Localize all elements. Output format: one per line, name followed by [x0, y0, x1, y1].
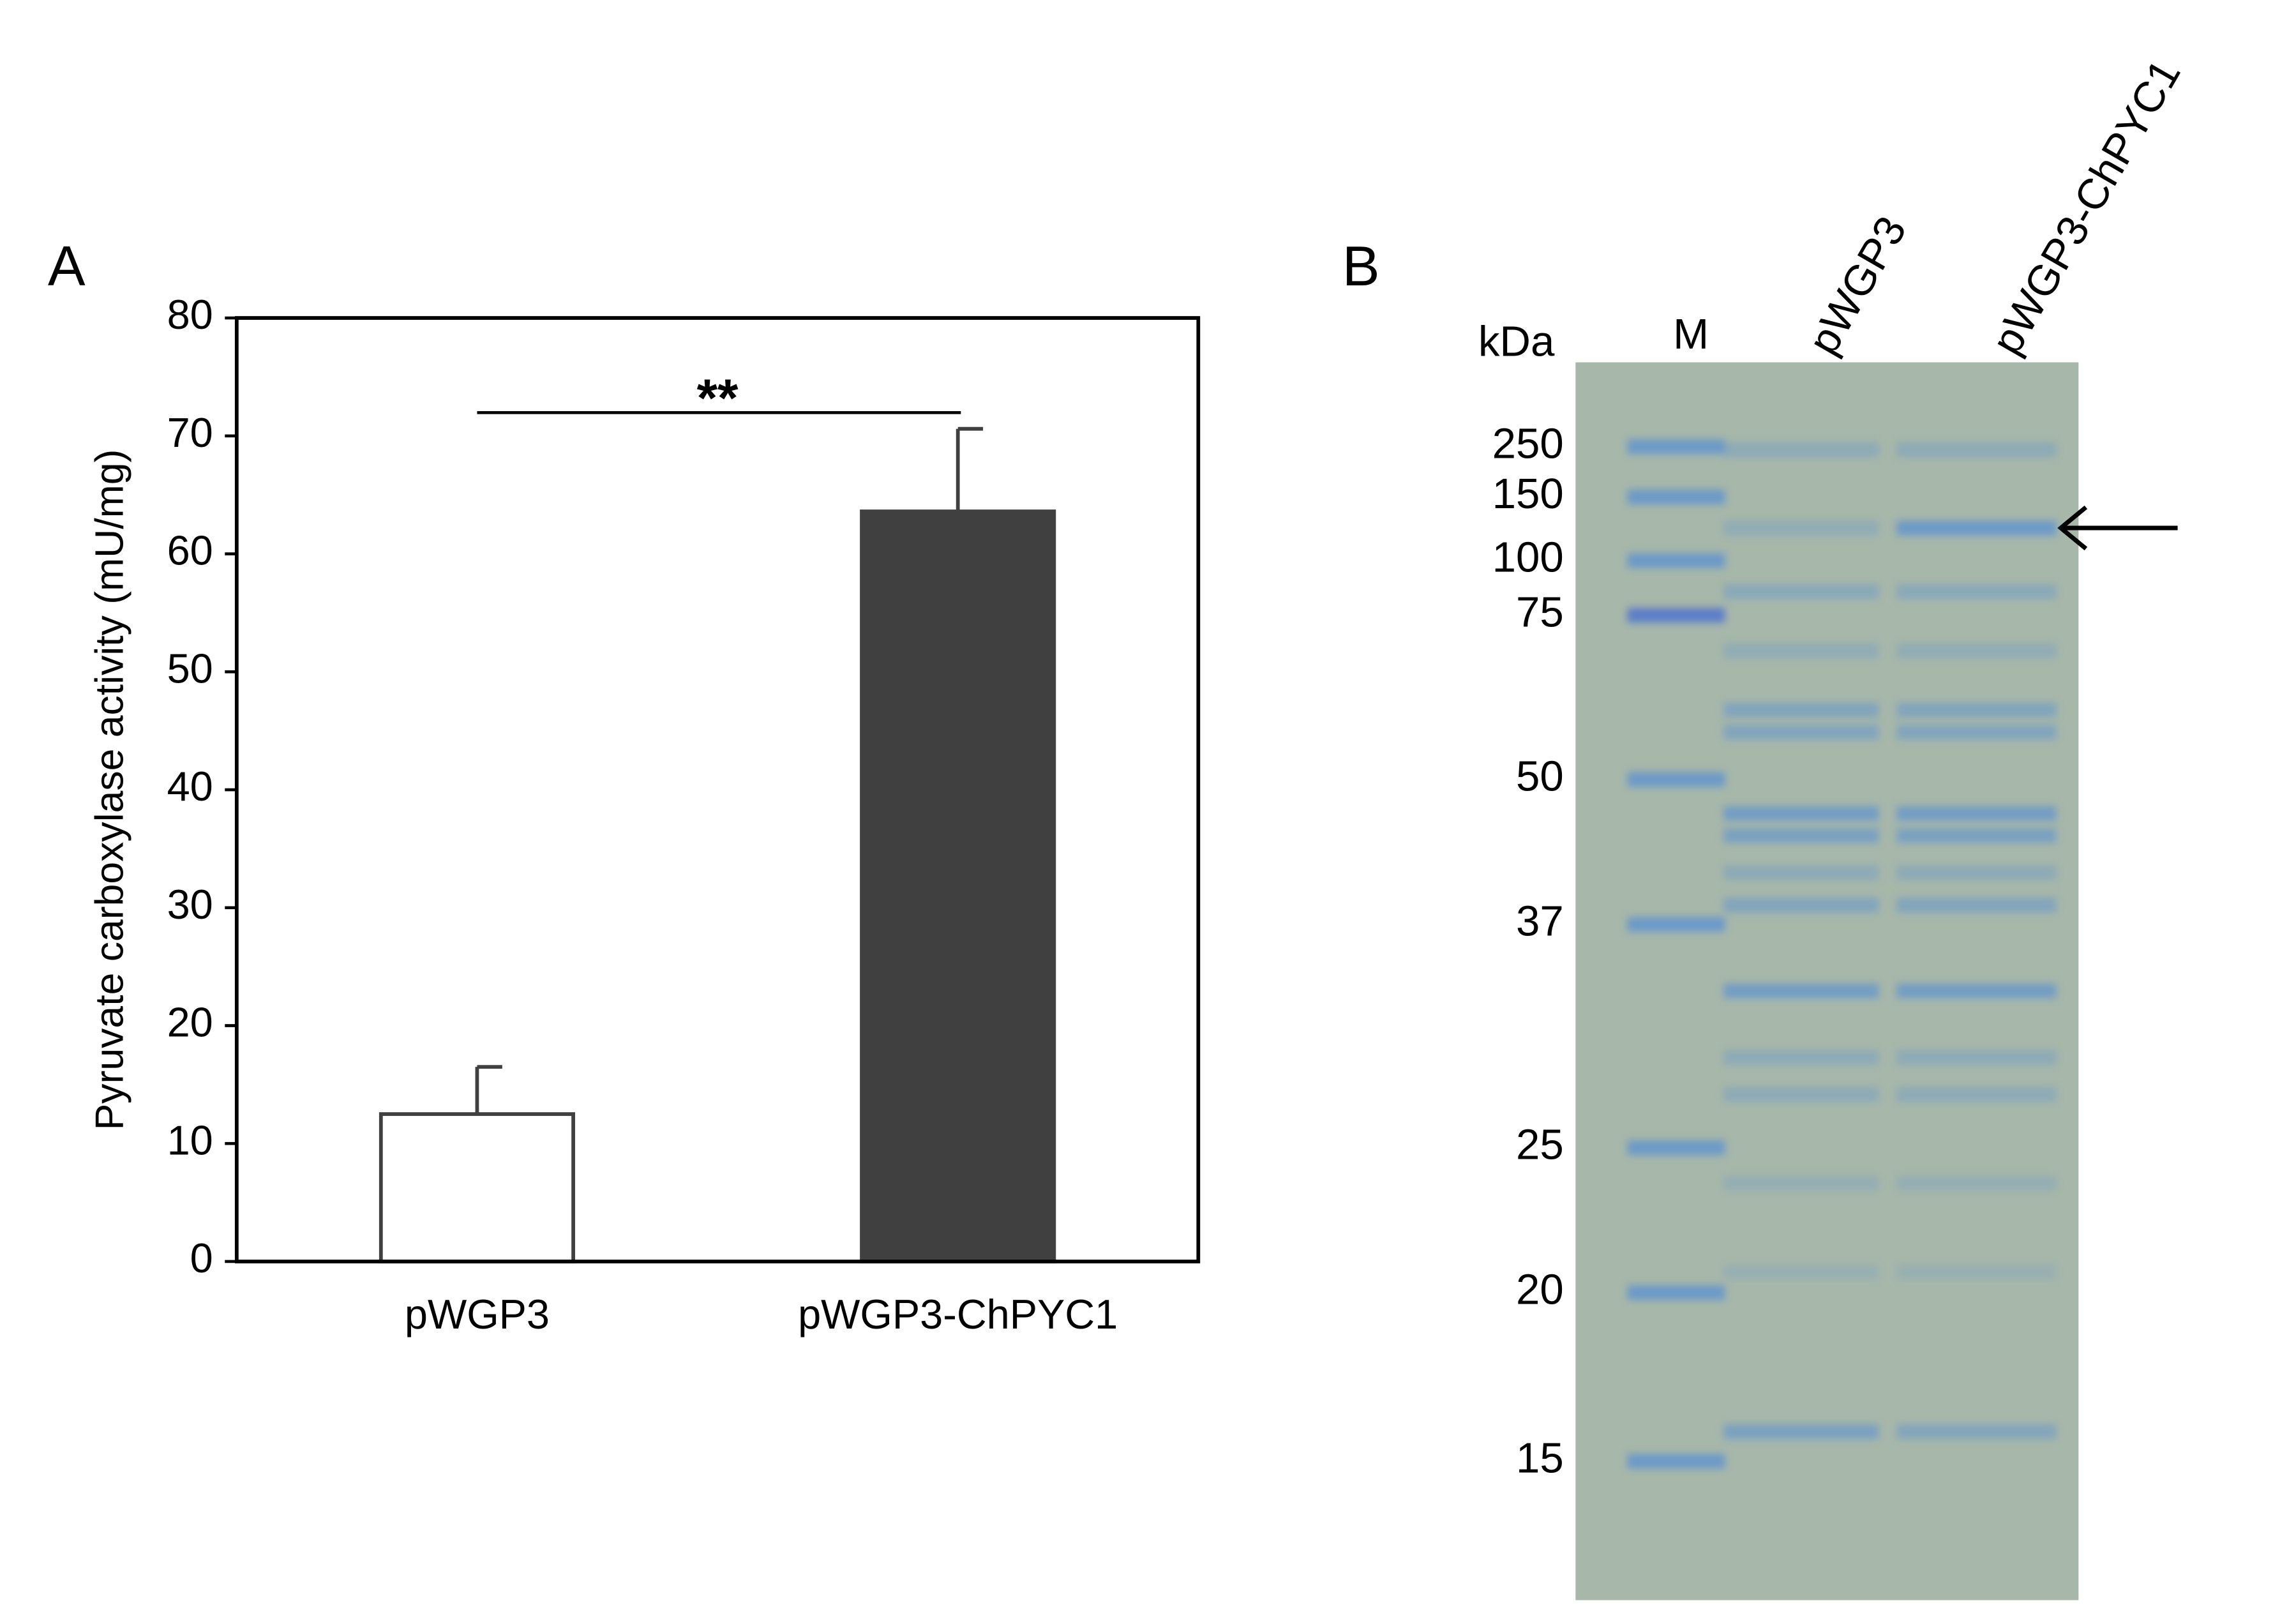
- gel-band: [1896, 983, 2057, 998]
- gel-band: [1723, 983, 1879, 998]
- marker-label: 150: [1492, 470, 1564, 518]
- gel-band: [1723, 1087, 1879, 1102]
- y-tick-label: 60: [167, 527, 213, 574]
- gel-band: [1896, 828, 2057, 843]
- gel-band: [1723, 865, 1879, 880]
- gel-band: [1723, 725, 1879, 740]
- marker-label: 50: [1516, 753, 1564, 801]
- gel-band: [1627, 608, 1725, 623]
- gel-band: [1627, 1140, 1725, 1156]
- gel-image: [1575, 362, 2079, 1601]
- gel-band: [1896, 865, 2057, 880]
- marker-label: 75: [1516, 588, 1564, 636]
- gel-band: [1723, 828, 1879, 843]
- marker-label: 250: [1492, 419, 1564, 467]
- gel-band: [1723, 1175, 1879, 1191]
- gel-band: [1723, 1050, 1879, 1065]
- gel-band: [1723, 1264, 1879, 1279]
- gel-band: [1896, 1424, 2057, 1439]
- gel-band: [1627, 1454, 1725, 1469]
- panel-label: A: [48, 234, 86, 298]
- gel-band: [1896, 442, 2057, 457]
- gel-band: [1896, 520, 2057, 536]
- y-tick-label: 50: [167, 645, 213, 691]
- gel-band: [1723, 520, 1879, 536]
- panel-label: B: [1342, 234, 1380, 298]
- lane-label: M: [1673, 310, 1709, 358]
- gel-band: [1896, 702, 2057, 718]
- y-tick-label: 70: [167, 409, 213, 456]
- gel-band: [1627, 439, 1725, 455]
- marker-label: 100: [1492, 534, 1564, 582]
- gel-band: [1627, 917, 1725, 932]
- plot-frame: [234, 316, 1201, 1263]
- marker-label: 15: [1516, 1434, 1564, 1482]
- gel-band: [1896, 1087, 2057, 1102]
- marker-label: 37: [1516, 898, 1564, 945]
- y-tick-label: 80: [167, 291, 213, 338]
- gel-band: [1723, 806, 1879, 821]
- significance-label: **: [697, 368, 739, 428]
- y-tick-label: 40: [167, 763, 213, 810]
- y-tick-label: 10: [167, 1117, 213, 1163]
- bar: [379, 1112, 575, 1263]
- gel-band: [1723, 898, 1879, 913]
- gel-band: [1896, 725, 2057, 740]
- y-tick-label: 30: [167, 881, 213, 928]
- bar: [860, 509, 1056, 1263]
- gel-band: [1896, 1264, 2057, 1279]
- gel-band: [1723, 702, 1879, 718]
- gel-band: [1896, 898, 2057, 913]
- arrow-head: [2057, 505, 2088, 551]
- gel-band: [1723, 442, 1879, 457]
- y-tick-label: 20: [167, 999, 213, 1046]
- y-tick-label: 0: [190, 1235, 213, 1281]
- gel-band: [1896, 1050, 2057, 1065]
- gel-band: [1896, 1175, 2057, 1191]
- gel-band: [1627, 772, 1725, 787]
- x-tick-label: pWGP3: [405, 1291, 550, 1337]
- unit-label: kDa: [1478, 318, 1555, 366]
- x-tick-label: pWGP3-ChPYC1: [798, 1291, 1118, 1337]
- gel-band: [1723, 584, 1879, 599]
- lane-label: pWGP3-ChPYC1: [1983, 52, 2190, 363]
- gel-band: [1723, 643, 1879, 658]
- gel-band: [1896, 584, 2057, 599]
- gel-band: [1627, 1285, 1725, 1300]
- gel-band: [1627, 553, 1725, 568]
- gel-band: [1627, 489, 1725, 504]
- marker-label: 25: [1516, 1120, 1564, 1168]
- lane-label: pWGP3: [1799, 209, 1916, 363]
- gel-band: [1896, 806, 2057, 821]
- y-axis-title: Pyruvate carboxylase activity (mU/mg): [87, 449, 132, 1131]
- gel-band: [1723, 1424, 1879, 1439]
- gel-band: [1896, 643, 2057, 658]
- marker-label: 20: [1516, 1265, 1564, 1313]
